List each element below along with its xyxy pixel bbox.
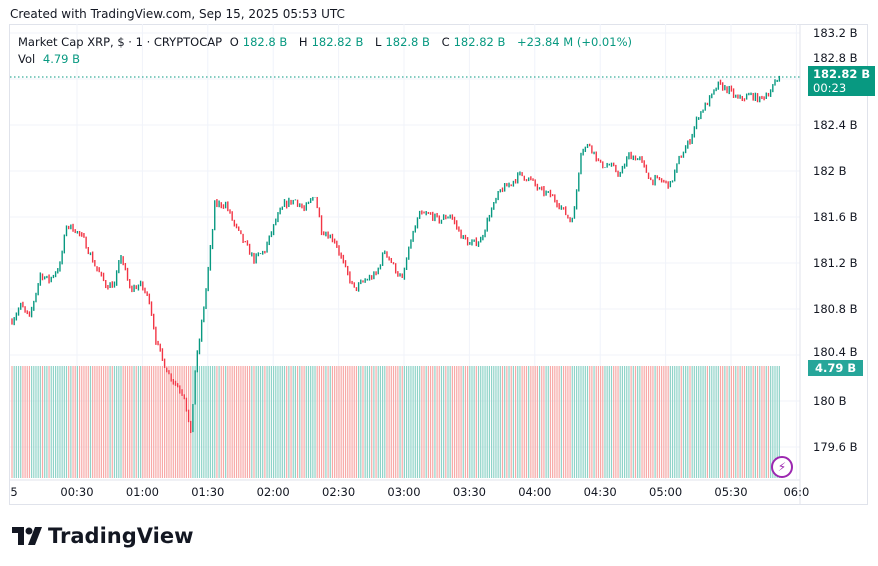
open-label: O [229,35,239,49]
time-tick-label: 03:00 [387,485,420,499]
time-tick-label: 5 [10,485,17,499]
price-tick-label: 183.2 B [813,26,858,40]
price-tick-label: 180 B [813,394,847,408]
open-value: 182.8 B [242,35,288,49]
low-label: L [375,35,382,49]
price-tick-label: 181.6 B [813,210,858,224]
bar-countdown: 00:23 [813,81,847,95]
symbol-title[interactable]: Market Cap XRP, $ · 1 · CRYPTOCAP [18,35,223,49]
price-axis[interactable]: 183.2 B 182.8 B 182.4 B 182 B 181.6 B 181.2 B… [813,26,858,454]
price-tick-label: 182 B [813,164,847,178]
price-tick-label: 182.8 B [813,51,858,65]
volume-badge: 4.79 B [808,360,864,376]
time-axis[interactable]: 5 00:30 01:00 01:30 02:00 02:30 03:00 03:30 04:0… [10,485,809,499]
time-tick-label: 06:0 [783,485,809,499]
chart-frame[interactable] [9,24,868,505]
price-tick-label: 179.6 B [813,440,858,454]
open-group: O 182.8 B [230,35,292,49]
price-tick-label: 182.4 B [813,118,858,132]
high-group: H 182.82 B [299,35,367,49]
last-price-badge: 182.82 B 00:23 [808,66,876,96]
low-value: 182.8 B [385,35,430,49]
brand-name: TradingView [48,524,194,548]
time-tick-label: 03:30 [453,485,486,499]
candles [11,75,781,434]
time-tick-label: 01:00 [126,485,159,499]
tradingview-logo-icon [12,527,42,545]
time-tick-label: 02:30 [322,485,355,499]
created-with-caption: Created with TradingView.com, Sep 15, 20… [10,7,345,21]
close-label: C [441,35,450,49]
low-group: L 182.8 B [375,35,434,49]
time-tick-label: 02:00 [257,485,290,499]
high-value: 182.82 B [311,35,364,49]
close-group: C 182.82 B [442,35,510,49]
high-label: H [298,35,308,49]
last-price: 182.82 B [813,67,871,81]
lightning-bolt-icon[interactable]: ⚡ [771,456,793,478]
time-tick-label: 05:00 [649,485,682,499]
volume-label[interactable]: Vol [18,52,36,66]
volume-bars [11,366,780,478]
price-tick-label: 180.8 B [813,302,858,316]
time-tick-label: 05:30 [714,485,747,499]
time-tick-label: 01:30 [191,485,224,499]
time-tick-label: 04:00 [518,485,551,499]
time-tick-label: 04:30 [584,485,617,499]
time-tick-label: 00:30 [60,485,93,499]
close-value: 182.82 B [453,35,506,49]
tradingview-logo[interactable]: TradingView [12,524,193,548]
price-tick-label: 180.4 B [813,345,858,359]
volume-value: 4.79 B [42,52,81,66]
price-tick-label: 181.2 B [813,256,858,270]
legend: Market Cap XRP, $ · 1 · CRYPTOCAP O 182.8… [18,34,636,68]
change-value: +23.84 M (+0.01%) [517,35,632,49]
